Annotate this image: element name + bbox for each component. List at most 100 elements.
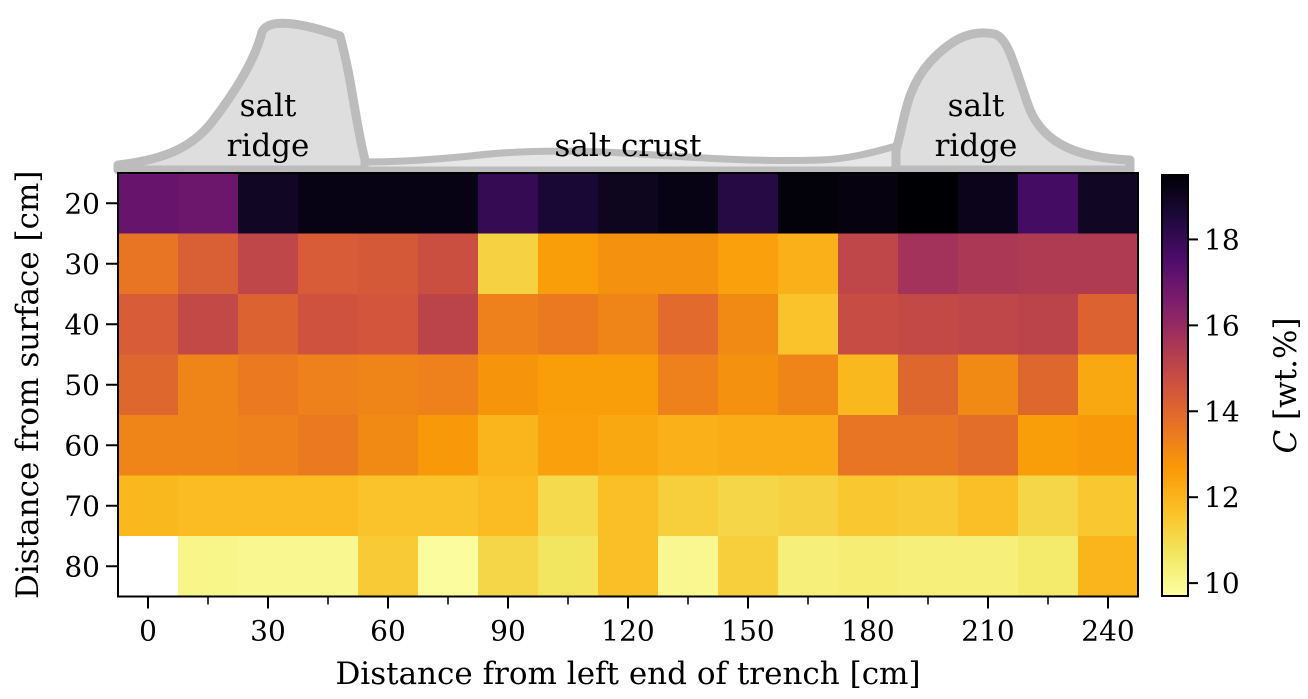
heatmap-cell [358, 415, 419, 477]
heatmap-cell [1078, 354, 1139, 416]
heatmap-cell [598, 173, 659, 235]
heatmap-cell [418, 294, 479, 356]
heatmap-cell [238, 354, 299, 416]
heatmap-cell [898, 415, 959, 477]
x-tick-label: 210 [961, 615, 1014, 648]
heatmap-cell [718, 536, 779, 598]
salt-crust-shape [361, 142, 900, 174]
heatmap-cell [358, 173, 419, 235]
heatmap-cell [118, 536, 179, 598]
heatmap-cell [358, 233, 419, 295]
heatmap-cell [778, 536, 839, 598]
heatmap-cell [898, 475, 959, 537]
heatmap-cell [178, 536, 239, 598]
colorbar-tick-label: 14 [1204, 395, 1240, 428]
heatmap-cell [418, 415, 479, 477]
heatmap-cell [958, 173, 1019, 235]
heatmap-cell [118, 415, 179, 477]
heatmap-cell [958, 294, 1019, 356]
heatmap-cell [538, 354, 599, 416]
heatmap-cell [178, 233, 239, 295]
x-tick-label: 240 [1081, 615, 1134, 648]
heatmap-cell [118, 173, 179, 235]
heatmap-cell [1078, 233, 1139, 295]
heatmap-cell [1018, 233, 1079, 295]
heatmap-cell [778, 415, 839, 477]
heatmap-cell [958, 354, 1019, 416]
heatmap-cell [658, 415, 719, 477]
heatmap-cell [658, 536, 719, 598]
colorbar-gradient [1161, 174, 1189, 597]
y-tick-label: 50 [64, 369, 100, 402]
heatmap-cell [118, 233, 179, 295]
heatmap-cell [238, 294, 299, 356]
heatmap-cell [778, 475, 839, 537]
heatmap-cell [1078, 415, 1139, 477]
heatmap-cell [778, 354, 839, 416]
heatmap-cell [718, 294, 779, 356]
x-tick-label: 150 [721, 615, 774, 648]
heatmap-cell [418, 475, 479, 537]
heatmap-cell [478, 415, 539, 477]
heatmap-cell [298, 294, 359, 356]
heatmap-cell [298, 354, 359, 416]
x-tick-label: 120 [601, 615, 654, 648]
heatmap-cell [898, 354, 959, 416]
x-axis-label: Distance from left end of trench [cm] [335, 656, 920, 692]
heatmap-cell [598, 415, 659, 477]
heatmap-cell [718, 415, 779, 477]
heatmap-cell [778, 233, 839, 295]
heatmap-cell [178, 475, 239, 537]
heatmap-cell [118, 354, 179, 416]
salt-profile-illustration [113, 18, 1135, 175]
heatmap-cell [238, 415, 299, 477]
heatmap-cell [478, 173, 539, 235]
heatmap-cell [598, 294, 659, 356]
heatmap-cell [958, 233, 1019, 295]
heatmap-cell [1078, 536, 1139, 598]
heatmap-cell [658, 475, 719, 537]
salt-ridge-right-shape [891, 28, 1135, 175]
heatmap-cell [238, 536, 299, 598]
heatmap-cell [658, 233, 719, 295]
y-tick-label: 60 [64, 429, 100, 462]
heatmap-cell [1078, 294, 1139, 356]
colorbar: 10 12 14 16 18 C [wt.%] [1161, 174, 1304, 600]
heatmap-cell [958, 536, 1019, 598]
y-tick-label: 70 [64, 490, 100, 523]
heatmap-cell [1018, 354, 1079, 416]
heatmap-cell [238, 233, 299, 295]
heatmap-cell [898, 173, 959, 235]
heatmap-cell [478, 536, 539, 598]
annotation-label: ridge [935, 128, 1018, 164]
heatmap-cell [1078, 173, 1139, 235]
colorbar-tick-label: 10 [1204, 567, 1240, 600]
x-tick-label: 60 [370, 615, 406, 648]
y-axis-label: Distance from surface [cm] [10, 170, 46, 599]
heatmap-cell [238, 173, 299, 235]
heatmap-cell [838, 475, 899, 537]
axes-layer: 0 30 60 90 120 150 180 210 240 20 30 40 50 60 70 80 Dist… [10, 170, 1139, 692]
heatmap-cell [958, 415, 1019, 477]
heatmap-cell [538, 294, 599, 356]
heatmap-cell [358, 536, 419, 598]
heatmap-cell [298, 233, 359, 295]
salt-ridge-left-shape [113, 18, 370, 175]
colorbar-label-math: C [1268, 430, 1304, 454]
heatmap-cell [358, 475, 419, 537]
colorbar-tick-label: 12 [1204, 481, 1240, 514]
colorbar-tick-label: 18 [1204, 223, 1240, 256]
heatmap-cell [1018, 536, 1079, 598]
heatmap-cell [658, 173, 719, 235]
heatmap-cell [1078, 475, 1139, 537]
heatmap-cell [538, 173, 599, 235]
x-tick-label: 180 [841, 615, 894, 648]
x-tick-label: 30 [250, 615, 286, 648]
y-tick-label: 80 [64, 550, 100, 583]
heatmap-cell [118, 475, 179, 537]
heatmap-cell [478, 294, 539, 356]
heatmap-cell [658, 294, 719, 356]
heatmap-cell [418, 354, 479, 416]
